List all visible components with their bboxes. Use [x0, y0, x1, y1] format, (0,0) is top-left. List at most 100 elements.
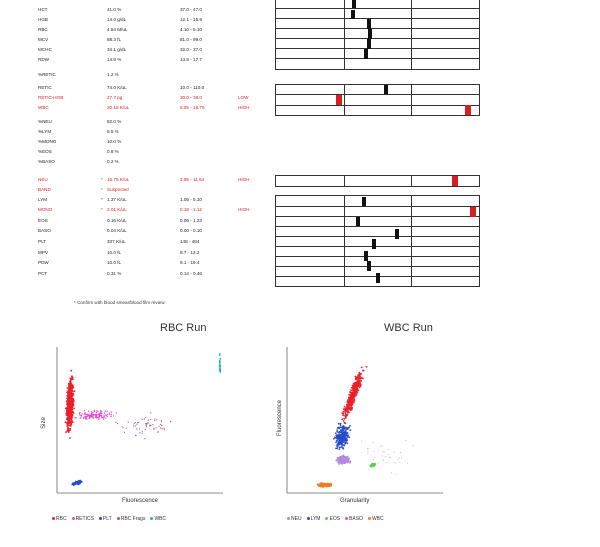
lab-name: MONO	[38, 207, 53, 212]
marker-mchc	[367, 39, 371, 49]
marker-pct	[376, 273, 380, 283]
lab-result: 10.0 fL	[107, 250, 122, 255]
lab-row: RETIC 74.0 K/uL 10.0 - 110.0	[0, 83, 600, 93]
legend-item: BASO	[345, 516, 363, 522]
legend-item: RBC Frags	[116, 516, 146, 522]
lab-name: LYM	[38, 197, 48, 202]
legend-dot-icon	[98, 517, 102, 521]
legend-label: RBC	[56, 516, 67, 522]
lab-name: RETIC-HGB	[38, 95, 64, 100]
legend-dot-icon	[367, 517, 371, 521]
marker-plt	[372, 239, 376, 249]
lab-reference-range: 12.1 - 15.9	[180, 17, 202, 22]
lab-result: 74.0 K/uL	[107, 85, 127, 90]
lab-reference-range: 4.10 - 5.10	[180, 27, 202, 32]
lab-row: LYM 1.37 K/uL 1.05 - 5.10 *	[0, 195, 600, 205]
rbc-scatter-plot	[56, 347, 223, 494]
lab-flag: HIGH	[238, 177, 250, 182]
lab-reference-range: 81.0 - 99.0	[180, 37, 202, 42]
marker-rbc	[367, 19, 371, 29]
marker-lym	[362, 197, 366, 206]
lab-result: 27.7 pg	[107, 95, 123, 100]
marker-retic-hgb	[336, 95, 342, 105]
lab-reference-range: 0.16 - 1.12	[180, 207, 202, 212]
lab-result: 0.31 %	[107, 271, 122, 276]
lab-result: 1.37 K/uL	[107, 197, 127, 202]
rbc-chart-ylabel: Size	[40, 417, 47, 429]
lab-result: 20.18 K/uL	[107, 105, 130, 110]
lab-row: RBC 4.64 M/uL 4.10 - 5.10	[0, 25, 600, 35]
scatter-cluster	[71, 479, 83, 487]
lab-row: WBC 20.18 K/uL 5.05 - 16.76 HIGH	[0, 103, 600, 113]
lab-row: BASO 0.04 K/uL 0.00 - 0.10	[0, 226, 600, 236]
lab-name: BAND	[38, 187, 51, 192]
lab-name: %EOS	[38, 149, 52, 154]
legend-label: RBC Frags	[120, 516, 146, 522]
lab-name: PCT	[38, 271, 48, 276]
lab-result: 10.0 %	[107, 139, 122, 144]
lab-row: MCHC 34.1 g/dL 32.0 - 37.0	[0, 45, 600, 55]
marker-mono	[470, 207, 476, 217]
marker-pdw	[367, 261, 371, 271]
lab-row: MCV 88.3 fL 81.0 - 99.0	[0, 35, 600, 45]
lab-row: %BASO 0.2 %	[0, 157, 600, 167]
lab-reference-range: 0.14 - 0.46	[180, 271, 202, 276]
lab-row: NEU 16.75 K/uL 2.95 - 11.64 HIGH *	[0, 175, 600, 185]
lab-result: 82.0 %	[107, 119, 122, 124]
lab-name: %RETIC	[38, 72, 56, 77]
lab-result: 88.3 fL	[107, 37, 122, 42]
wbc-chart-xlabel: Granularity	[340, 498, 370, 504]
range-box-neu	[275, 175, 480, 187]
legend-item: RBC	[52, 516, 67, 522]
lab-result: 14.0 g/dL	[107, 17, 127, 22]
lab-result: 2.01 K/uL	[107, 207, 127, 212]
range-box-top	[275, 0, 480, 70]
legend-item: WBC	[367, 516, 384, 522]
marker-baso	[395, 229, 399, 239]
lab-reference-range: 8.7 - 13.2	[180, 250, 200, 255]
legend-label: BASO	[349, 516, 363, 522]
lab-row: MONO 2.01 K/uL 0.16 - 1.12 HIGH *	[0, 205, 600, 215]
legend-dot-icon	[287, 517, 290, 521]
footnote: * Confirm with blood smear/blood film re…	[74, 300, 165, 305]
marker-eos	[356, 217, 360, 226]
lab-name: RETIC	[38, 85, 52, 90]
lab-result: 4.64 M/uL	[107, 27, 128, 32]
lab-reference-range: 2.95 - 11.64	[180, 177, 205, 182]
rbc-chart-xlabel: Fluorescence	[122, 498, 159, 504]
lab-row: PLT 337 K/uL 148 - 484	[0, 237, 600, 247]
legend-dot-icon	[306, 517, 310, 521]
lab-row: HCT 41.0 % 37.0 - 47.0	[0, 5, 600, 15]
lab-reference-range: 32.0 - 37.0	[180, 47, 202, 52]
legend-label: PLT	[102, 516, 112, 522]
lab-result: 34.1 g/dL	[107, 47, 127, 52]
lab-reference-range: 5.05 - 16.76	[180, 105, 205, 110]
legend-label: RETICS	[75, 516, 94, 522]
legend-label: EOS	[329, 516, 341, 522]
lab-name: PDW	[38, 260, 49, 265]
lab-result: 0.04 K/uL	[107, 228, 127, 233]
lab-name: NEU	[38, 177, 48, 182]
legend-dot-icon	[150, 517, 154, 521]
wbc-chart-title: WBC Run	[384, 322, 433, 334]
legend-item: PLT	[98, 516, 112, 522]
lab-name: EOS	[38, 218, 48, 223]
lab-name: RBC	[38, 27, 48, 32]
scatter-cluster	[369, 462, 376, 468]
lab-name: RDW	[38, 57, 49, 62]
scatter-cluster	[361, 440, 414, 476]
lab-reference-range: 1.05 - 5.10	[180, 197, 202, 202]
legend-label: WBC	[154, 516, 167, 522]
lab-row: BAND Suspected *	[0, 185, 600, 195]
marker-neu	[452, 176, 458, 186]
wbc-scatter-plot	[286, 347, 443, 494]
lab-row: HGB 14.0 g/dL 12.1 - 15.9	[0, 15, 600, 25]
lab-name: MPV	[38, 250, 48, 255]
lab-row: %NEU 82.0 %	[0, 117, 600, 127]
lab-result: 41.0 %	[107, 7, 122, 12]
flag-asterisk: *	[101, 207, 103, 212]
legend-dot-icon	[71, 517, 75, 521]
lab-name: HGB	[38, 17, 48, 22]
rbc-chart-title: RBC Run	[160, 322, 207, 334]
